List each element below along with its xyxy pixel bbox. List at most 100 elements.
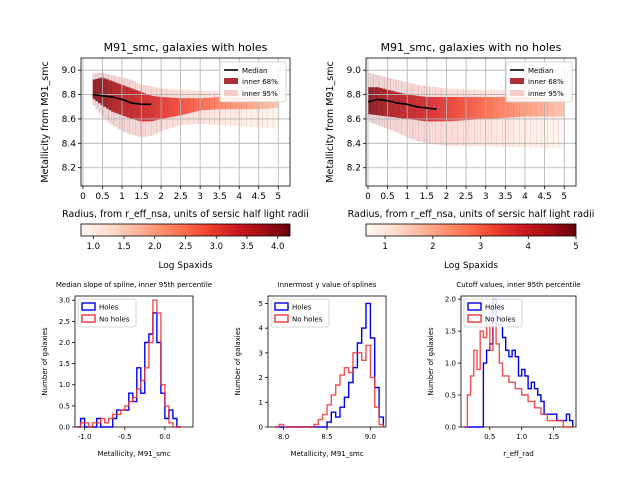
inner68-band	[494, 97, 498, 119]
inner68-band	[527, 97, 531, 117]
histogram-step-no-holes	[464, 324, 573, 428]
x-tick-label: -1.0	[78, 433, 92, 441]
median-line	[367, 98, 437, 110]
inner68-band	[235, 97, 239, 110]
inner68-band	[270, 97, 274, 109]
inner68-band	[254, 97, 258, 110]
inner68-band	[415, 95, 419, 121]
inner95-band	[246, 92, 250, 127]
inner68-band	[243, 97, 247, 110]
y-axis-label: Number of galaxies	[427, 327, 435, 396]
inner68-band	[538, 97, 543, 117]
histogram-step-holes	[464, 298, 574, 428]
legend-68-swatch	[224, 78, 238, 84]
y-tick-label: 1.5	[445, 328, 456, 336]
colorbar-tick-label: 1	[382, 242, 387, 252]
inner68-band	[230, 97, 234, 110]
inner68-band	[401, 93, 405, 119]
inner68-band	[460, 97, 464, 121]
inner68-band	[177, 98, 181, 116]
x-tick-label: 5	[275, 192, 281, 202]
legend-68-swatch	[510, 78, 524, 84]
inner68-band	[212, 97, 215, 110]
y-tick-label: 0.5	[59, 402, 70, 410]
median-line	[92, 93, 152, 106]
x-tick-label: 0.5	[95, 192, 109, 202]
legend-box	[270, 298, 330, 328]
inner95-band	[265, 91, 268, 128]
histogram-step-no-holes	[274, 344, 385, 428]
inner68-band	[524, 97, 529, 117]
inner68-band	[393, 91, 397, 118]
x-tick-label: 0.5	[484, 433, 495, 441]
x-tick-label: 1.0	[516, 433, 527, 441]
x-tick-label: 1.5	[420, 192, 434, 202]
x-tick-label: 8.0	[278, 433, 289, 441]
inner68-band	[373, 87, 377, 115]
axes-frame	[80, 57, 291, 187]
inner68-band	[180, 98, 184, 116]
legend-label: No holes	[485, 316, 516, 324]
inner68-band	[196, 98, 200, 112]
inner68-band	[153, 96, 157, 121]
inner95-band	[241, 92, 245, 127]
x-tick-label: 0	[365, 192, 371, 202]
inner68-band	[457, 97, 461, 121]
inner68-band	[449, 97, 453, 122]
y-tick-label: 8.4	[347, 139, 362, 149]
x-tick-label: 4.5	[537, 192, 551, 202]
y-tick-label: 0.0	[445, 424, 456, 432]
inner68-band	[421, 96, 425, 121]
inner68-band	[412, 95, 416, 120]
inner68-band	[95, 78, 99, 102]
chart-title: M91_smc, galaxies with holes	[104, 41, 268, 54]
x-axis-label: Metallicity, M91_smc	[290, 450, 363, 458]
legend-label: inner 68%	[242, 78, 278, 86]
inner68-band	[482, 97, 487, 120]
inner95-band	[254, 92, 258, 128]
y-tick-label: 2.0	[59, 339, 70, 347]
colorbar-tick-label: 3	[478, 242, 483, 252]
inner68-band	[241, 97, 245, 110]
inner68-band	[418, 96, 422, 121]
inner95-band	[238, 92, 242, 127]
inner68-band	[161, 97, 165, 119]
inner68-band	[206, 97, 210, 110]
inner68-band	[522, 97, 526, 117]
inner95-band	[243, 92, 247, 127]
inner68-band	[508, 97, 512, 118]
inner68-band	[499, 97, 503, 118]
x-tick-label: 9.0	[365, 433, 376, 441]
inner68-band	[555, 98, 559, 117]
inner68-band	[98, 78, 101, 104]
colorbar-label: Log Spaxids	[158, 261, 212, 271]
x-tick-label: 1.5	[548, 433, 559, 441]
inner68-band	[103, 78, 107, 107]
inner68-band	[148, 95, 152, 122]
inner95-band	[522, 89, 526, 147]
x-tick-label: 0	[80, 192, 86, 202]
colorbar-tick-label: 2.5	[179, 242, 193, 252]
legend-box	[77, 298, 137, 328]
inner68-band	[440, 97, 444, 122]
inner68-band	[510, 97, 515, 118]
inner68-band	[396, 92, 400, 118]
inner68-band	[225, 97, 229, 110]
inner68-band	[214, 97, 218, 110]
y-tick-label: 3	[259, 349, 263, 357]
inner68-band	[267, 97, 271, 109]
legend-95-swatch	[510, 90, 524, 96]
y-tick-label: 1.0	[59, 381, 70, 389]
histogram-step-no-holes	[76, 299, 181, 428]
inner68-band	[145, 94, 149, 122]
inner68-band	[410, 95, 414, 120]
inner68-band	[132, 89, 136, 120]
colorbar-tick-label: 2.0	[148, 242, 162, 252]
inner68-band	[259, 97, 263, 110]
inner95-band	[267, 91, 271, 129]
inner68-band	[182, 98, 186, 115]
x-tick-label: 1.5	[134, 192, 148, 202]
x-tick-label: 3.5	[498, 192, 512, 202]
inner95-band	[270, 91, 274, 129]
axes-frame	[365, 57, 577, 187]
